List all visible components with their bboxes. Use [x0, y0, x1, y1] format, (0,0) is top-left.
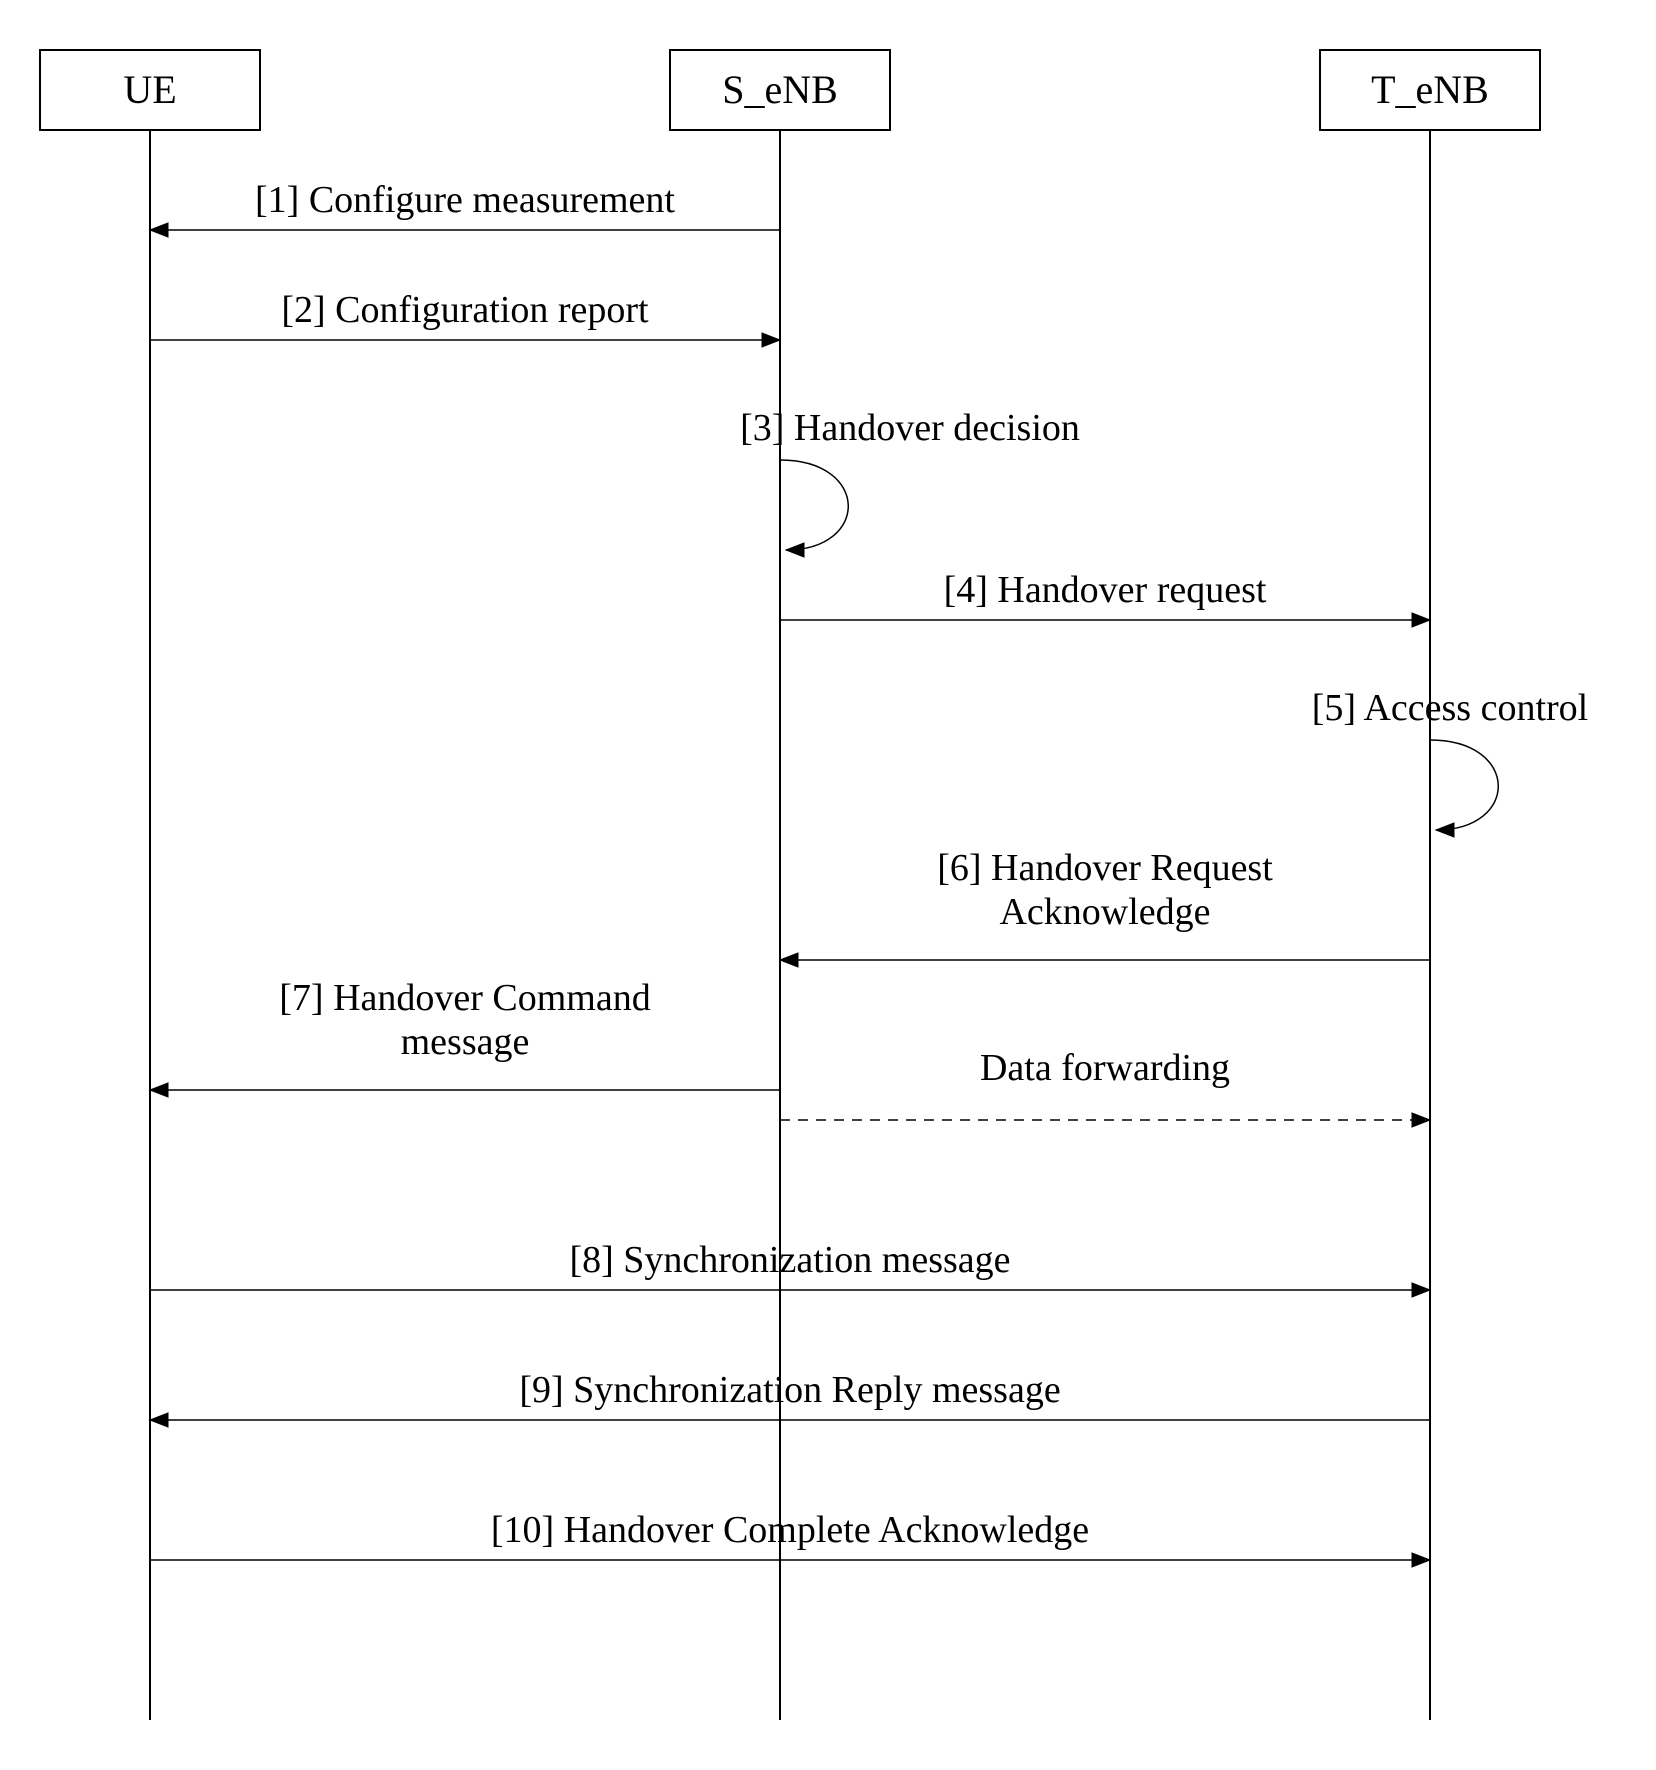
arrow-head	[762, 333, 780, 347]
message-4: [4] Handover request	[780, 569, 1430, 627]
message-8: [8] Synchronization message	[150, 1239, 1430, 1297]
arrow-head	[786, 543, 804, 557]
message-3: [3] Handover decision	[740, 407, 1080, 557]
arrow-head	[150, 1413, 168, 1427]
actor-label-T_eNB: T_eNB	[1371, 67, 1489, 112]
actor-label-UE: UE	[123, 67, 176, 112]
message-label: [3] Handover decision	[740, 407, 1080, 449]
message-label: [1] Configure measurement	[255, 179, 675, 221]
actor-label-S_eNB: S_eNB	[722, 67, 838, 112]
message-label: [9] Synchronization Reply message	[519, 1369, 1060, 1411]
arrow-head	[1412, 613, 1430, 627]
message-6: [6] Handover RequestAcknowledge	[780, 847, 1430, 967]
arrow-head	[150, 1083, 168, 1097]
message-7.5: Data forwarding	[780, 1047, 1430, 1127]
arrow-head	[1412, 1553, 1430, 1567]
message-9: [9] Synchronization Reply message	[150, 1369, 1430, 1427]
message-5: [5] Access control	[1312, 687, 1588, 837]
sequence-diagram: UE S_eNB T_eNB [1] Configure measurement [2]…	[0, 0, 1656, 1770]
arrow-head	[1412, 1283, 1430, 1297]
self-loop-path	[1430, 740, 1498, 830]
message-2: [2] Configuration report	[150, 289, 780, 347]
message-label: [4] Handover request	[944, 569, 1267, 611]
message-10: [10] Handover Complete Acknowledge	[150, 1509, 1430, 1567]
arrow-head	[150, 223, 168, 237]
message-label-line2: message	[401, 1021, 530, 1063]
message-label: [6] Handover Request	[937, 847, 1273, 889]
message-label: [10] Handover Complete Acknowledge	[491, 1509, 1089, 1551]
message-label: Data forwarding	[980, 1047, 1230, 1089]
message-label: [8] Synchronization message	[569, 1239, 1010, 1281]
arrow-head	[780, 953, 798, 967]
message-label: [2] Configuration report	[281, 289, 649, 331]
arrow-head	[1412, 1113, 1430, 1127]
message-1: [1] Configure measurement	[150, 179, 780, 237]
message-label: [7] Handover Command	[279, 977, 650, 1019]
arrow-head	[1436, 823, 1454, 837]
message-7: [7] Handover Commandmessage	[150, 977, 780, 1097]
message-label: [5] Access control	[1312, 687, 1588, 729]
message-label-line2: Acknowledge	[999, 891, 1210, 933]
self-loop-path	[780, 460, 848, 550]
